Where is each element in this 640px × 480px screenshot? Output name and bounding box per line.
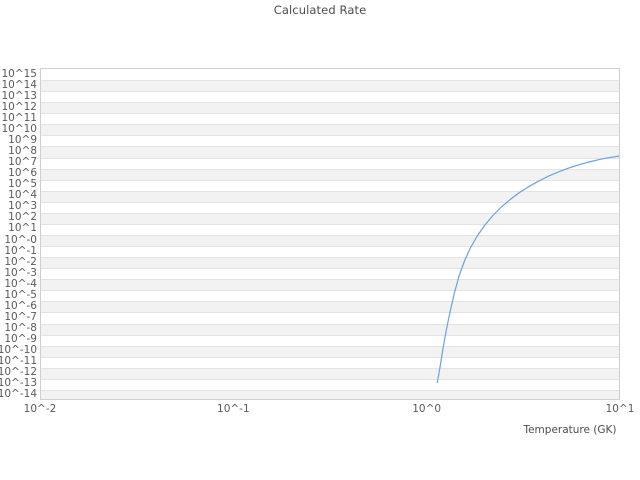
- background-band: [41, 190, 619, 202]
- background-band: [41, 124, 619, 136]
- y-gridline: [41, 146, 619, 148]
- y-gridline: [41, 102, 619, 104]
- x-axis-title: Temperature (GK): [523, 424, 617, 436]
- y-tick-label: 10^14: [1, 78, 37, 91]
- y-tick-label: 10^9: [8, 133, 37, 146]
- y-tick-label: 10^4: [8, 189, 37, 202]
- plot-area: [40, 68, 620, 400]
- y-axis-tick-labels: 10^15 10^14 10^13 10^12 10^11 10^10 10^9 10^8 10…: [0, 68, 40, 400]
- y-tick-label: 10^10: [1, 122, 37, 135]
- y-gridline: [41, 334, 619, 336]
- y-gridline: [41, 157, 619, 159]
- y-tick-label: 10^-3: [4, 266, 37, 279]
- background-band: [41, 80, 619, 92]
- background-band: [41, 389, 619, 399]
- y-gridline: [41, 124, 619, 126]
- background-band: [41, 257, 619, 269]
- y-gridline: [41, 356, 619, 358]
- x-tick-label: 10^-2: [23, 403, 57, 415]
- y-gridline: [41, 290, 619, 292]
- y-gridline: [41, 367, 619, 369]
- y-gridline: [41, 113, 619, 115]
- x-tick-label: 10^-1: [217, 403, 250, 415]
- y-tick-label: 10^5: [8, 177, 37, 190]
- y-tick-label: 10^-5: [4, 288, 37, 301]
- y-tick-label: 10^-6: [4, 299, 37, 312]
- y-gridline: [41, 312, 619, 314]
- y-tick-label: 10^-11: [0, 355, 37, 368]
- background-band: [41, 102, 619, 114]
- y-gridline: [41, 301, 619, 303]
- background-band: [41, 212, 619, 224]
- y-gridline: [41, 91, 619, 93]
- x-tick-label: 10^1: [605, 403, 635, 415]
- y-tick-label: 10^8: [8, 144, 37, 157]
- y-tick-label: 10^13: [1, 89, 37, 102]
- y-gridline: [41, 80, 619, 82]
- y-gridline: [41, 268, 619, 270]
- chart-title: Calculated Rate: [273, 3, 367, 17]
- background-band: [41, 301, 619, 313]
- y-gridline: [41, 135, 619, 137]
- y-tick-label: 10^-14: [0, 388, 37, 401]
- y-gridline: [41, 389, 619, 391]
- y-gridline: [41, 179, 619, 181]
- y-tick-label: 10^-7: [4, 310, 37, 323]
- y-tick-label: 10^7: [8, 155, 37, 168]
- y-tick-label: 10^12: [1, 100, 37, 113]
- y-tick-label: 10^2: [8, 211, 37, 224]
- y-tick-label: 10^11: [1, 111, 37, 124]
- y-gridline: [41, 168, 619, 170]
- y-tick-label: 10^-2: [4, 255, 37, 268]
- y-tick-label: 10^3: [8, 200, 37, 213]
- y-tick-label: 10^-1: [4, 244, 37, 257]
- background-band: [41, 367, 619, 379]
- rate-curve-line: [436, 155, 619, 384]
- y-tick-label: 10^1: [8, 222, 37, 235]
- y-tick-label: 10^6: [8, 166, 37, 179]
- y-gridline: [41, 190, 619, 192]
- y-gridline: [41, 323, 619, 325]
- y-tick-label: 10^-4: [4, 277, 37, 290]
- background-band: [41, 345, 619, 357]
- background-band: [41, 146, 619, 158]
- y-tick-label: 10^-0: [4, 233, 37, 246]
- y-gridline: [41, 212, 619, 214]
- y-gridline: [41, 235, 619, 236]
- y-gridline: [41, 257, 619, 259]
- background-band: [41, 279, 619, 291]
- y-tick-label: 10^-12: [0, 366, 37, 379]
- y-tick-label: 10^-9: [4, 332, 37, 345]
- y-gridline: [41, 345, 619, 347]
- y-gridline: [41, 279, 619, 281]
- y-gridline: [41, 201, 619, 203]
- y-gridline: [41, 223, 619, 225]
- y-tick-label: 10^-10: [0, 343, 37, 356]
- background-band: [41, 168, 619, 180]
- y-gridline: [41, 378, 619, 380]
- background-band: [41, 323, 619, 335]
- background-band: [41, 235, 619, 247]
- y-tick-label: 10^-8: [4, 321, 37, 334]
- rate-curve-svg: [436, 155, 619, 384]
- y-tick-label: 10^15: [1, 67, 37, 80]
- x-tick-label: 10^0: [412, 403, 442, 415]
- y-tick-label: 10^-13: [0, 377, 37, 390]
- x-axis-tick-labels: 10^-2 10^-1 10^0 10^1: [0, 402, 640, 420]
- y-gridline: [41, 246, 619, 248]
